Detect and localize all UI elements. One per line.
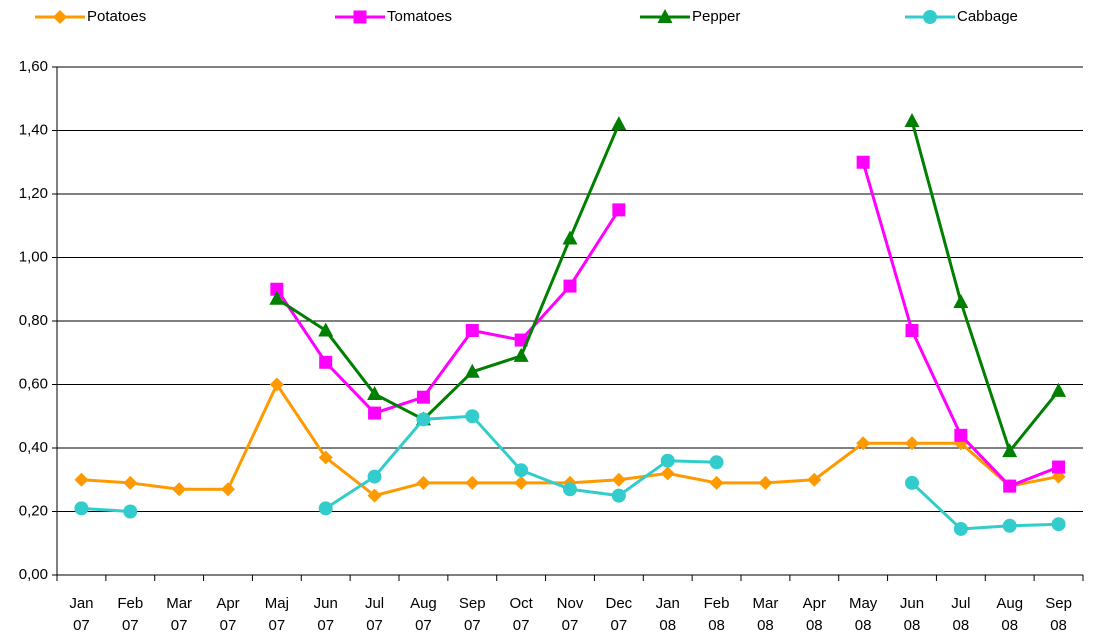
x-tick-label: Dec 07: [606, 595, 633, 634]
legend-label: Cabbage: [957, 8, 1018, 25]
y-tick-label: 0,60: [19, 375, 48, 392]
legend-label: Potatoes: [87, 8, 146, 25]
marker: [905, 324, 919, 338]
x-tick-label: Jan 07: [69, 595, 93, 634]
marker: [416, 475, 431, 490]
marker: [856, 436, 871, 451]
marker: [367, 469, 382, 484]
x-tick-label: Mar 07: [166, 595, 192, 634]
x-tick-label: Apr 07: [216, 595, 239, 634]
y-tick-label: 0,80: [19, 312, 48, 329]
x-tick-label: Aug 07: [410, 595, 437, 634]
marker: [53, 10, 67, 24]
marker: [660, 466, 675, 481]
x-tick-label: Mar 08: [753, 595, 779, 634]
marker: [954, 428, 968, 442]
marker: [657, 9, 673, 23]
y-tick-label: 0,00: [19, 566, 48, 583]
marker: [465, 409, 480, 424]
marker: [904, 112, 920, 127]
marker: [1051, 382, 1067, 397]
marker: [514, 333, 528, 347]
marker: [953, 521, 968, 536]
x-tick-label: Feb 07: [117, 595, 143, 634]
marker: [74, 472, 89, 487]
marker: [562, 230, 578, 245]
y-tick-label: 0,20: [19, 502, 48, 519]
x-tick-label: Maj 07: [265, 595, 289, 634]
x-tick-label: Nov 07: [557, 595, 584, 634]
y-tick-label: 1,60: [19, 58, 48, 75]
y-tick-label: 1,20: [19, 185, 48, 202]
y-tick-label: 1,40: [19, 121, 48, 138]
series-line: [276, 120, 1060, 453]
legend-label: Tomatoes: [387, 8, 452, 25]
marker: [416, 390, 430, 404]
y-tick-label: 1,00: [19, 248, 48, 265]
marker: [563, 279, 577, 293]
marker: [465, 475, 480, 490]
marker: [367, 386, 383, 401]
marker: [319, 355, 333, 369]
marker: [612, 203, 626, 217]
marker: [856, 155, 870, 169]
marker: [318, 450, 333, 465]
marker: [416, 412, 431, 427]
marker: [758, 475, 773, 490]
marker: [1051, 517, 1066, 532]
series-line: [81, 414, 1059, 531]
marker: [269, 377, 284, 392]
x-tick-label: Jun 08: [900, 595, 924, 634]
marker: [123, 504, 138, 519]
marker: [270, 282, 284, 296]
marker: [221, 482, 235, 497]
marker: [367, 488, 382, 503]
marker: [905, 436, 919, 451]
marker: [1002, 443, 1018, 458]
marker: [1003, 479, 1017, 493]
x-tick-label: Aug 08: [996, 595, 1023, 634]
x-tick-label: Jul 07: [365, 595, 384, 634]
marker: [269, 290, 285, 305]
marker: [953, 293, 969, 308]
marker: [514, 463, 529, 478]
marker: [923, 10, 937, 24]
x-tick-label: Oct 07: [509, 595, 533, 634]
marker: [353, 10, 367, 24]
x-tick-label: Jan 08: [656, 595, 680, 634]
marker: [464, 363, 480, 378]
x-tick-label: Sep 08: [1045, 595, 1072, 634]
marker: [123, 475, 138, 490]
marker: [318, 501, 333, 516]
x-tick-label: Feb 08: [704, 595, 730, 634]
marker: [905, 475, 919, 490]
marker: [709, 455, 724, 470]
marker: [1002, 518, 1017, 533]
legend-label: Pepper: [692, 8, 740, 25]
series-line: [275, 161, 1060, 488]
marker: [807, 472, 822, 487]
marker: [1052, 460, 1066, 474]
x-tick-label: May 08: [849, 595, 878, 634]
marker: [172, 482, 187, 497]
marker: [660, 453, 675, 468]
y-tick-label: 0,40: [19, 439, 48, 456]
marker: [318, 322, 334, 337]
x-tick-label: Jul 08: [951, 595, 970, 634]
marker: [611, 472, 626, 487]
marker: [514, 475, 529, 490]
x-tick-label: Jun 07: [314, 595, 338, 634]
marker: [611, 488, 626, 503]
marker: [563, 482, 577, 497]
marker: [513, 347, 529, 362]
x-tick-label: Sep 07: [459, 595, 486, 634]
marker: [368, 406, 382, 420]
marker: [465, 324, 479, 338]
marker: [611, 116, 627, 131]
marker: [74, 501, 89, 516]
marker: [709, 475, 724, 490]
x-tick-label: Apr 08: [803, 595, 826, 634]
